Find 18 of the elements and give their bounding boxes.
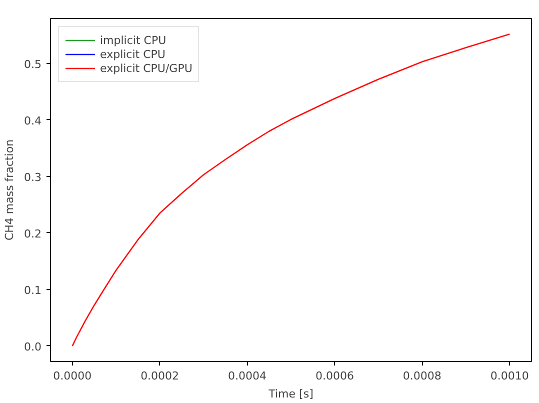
x-tick-label: 0.0002 bbox=[140, 370, 180, 382]
legend-label: implicit CPU bbox=[100, 33, 166, 47]
y-tick-label: 0.1 bbox=[24, 284, 42, 297]
x-axis-title: Time [s] bbox=[268, 388, 314, 400]
y-tick-label: 0.4 bbox=[24, 114, 42, 128]
line-series bbox=[72, 33, 510, 347]
y-tick-label: 0.2 bbox=[24, 227, 42, 240]
legend-label: explicit CPU/GPU bbox=[100, 61, 192, 75]
x-tick-label: 0.0010 bbox=[490, 370, 529, 382]
x-tick-label: 0.0006 bbox=[315, 370, 354, 382]
legend-label: explicit CPU bbox=[100, 47, 166, 61]
y-axis-title: CH4 mass fraction bbox=[3, 139, 16, 241]
x-tick-label: 0.0000 bbox=[53, 370, 92, 382]
x-tick-label: 0.0008 bbox=[402, 370, 442, 382]
y-tick-label: 0.5 bbox=[24, 58, 42, 71]
y-tick-label: 0.3 bbox=[24, 170, 42, 184]
x-tick-label: 0.0004 bbox=[228, 370, 267, 382]
y-tick-label: 0.0 bbox=[24, 340, 42, 354]
